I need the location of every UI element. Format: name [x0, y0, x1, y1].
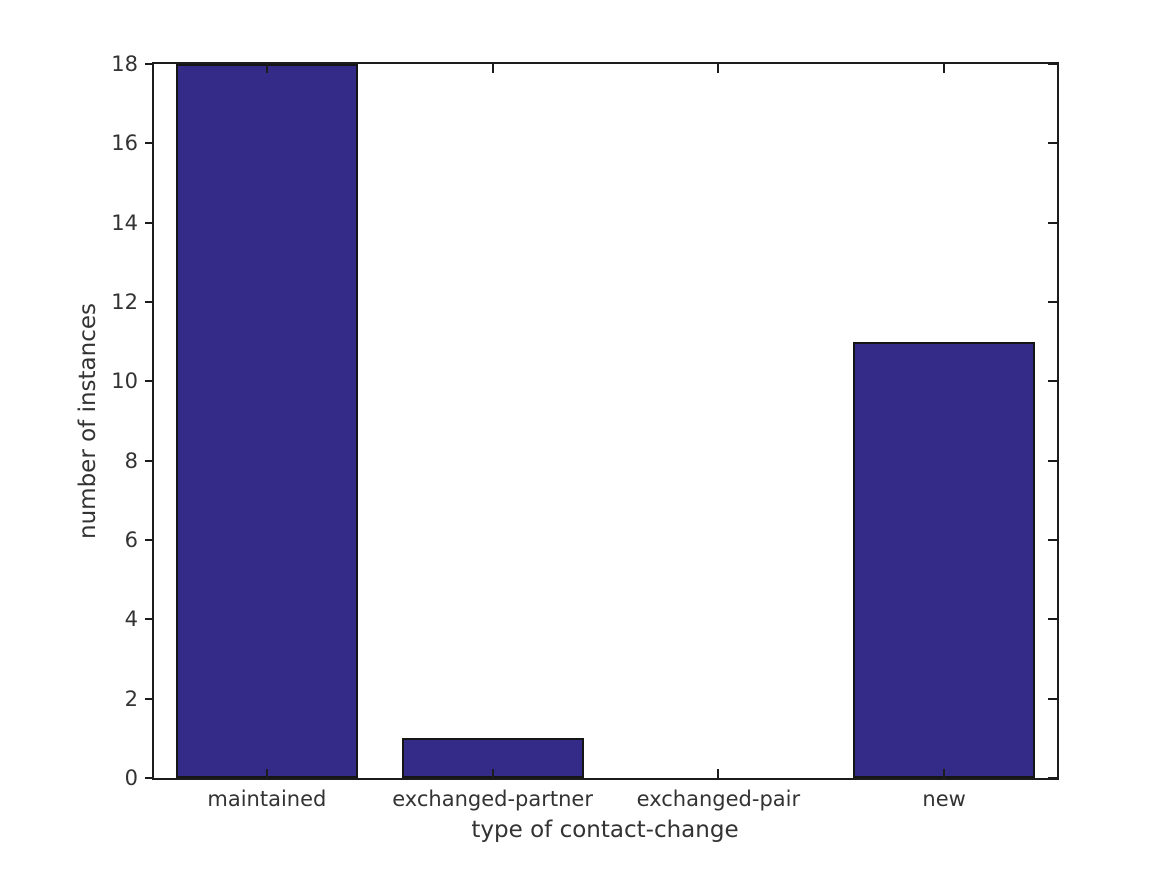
y-tick	[1048, 460, 1057, 462]
y-tick	[1048, 63, 1057, 65]
x-tick	[491, 64, 494, 73]
x-tick-label: maintained	[207, 787, 327, 811]
bar-maintained	[175, 64, 358, 778]
y-tick-label: 4	[124, 607, 138, 631]
x-tick	[943, 769, 946, 778]
y-tick	[145, 539, 154, 541]
x-tick	[717, 769, 720, 778]
y-tick	[145, 698, 154, 700]
y-tick-label: 0	[124, 766, 138, 790]
x-tick-label: new	[922, 787, 966, 811]
y-tick	[145, 142, 154, 144]
y-tick-label: 18	[111, 52, 138, 76]
y-tick	[1048, 618, 1057, 620]
y-tick	[1048, 777, 1057, 779]
y-axis-label: number of instances	[75, 303, 101, 539]
x-tick-label: exchanged-pair	[636, 787, 801, 811]
y-tick	[145, 618, 154, 620]
y-tick	[145, 301, 154, 303]
y-tick	[145, 380, 154, 382]
x-tick	[265, 64, 268, 73]
y-tick-label: 10	[111, 369, 138, 393]
y-tick	[1048, 301, 1057, 303]
y-tick-label: 12	[111, 290, 138, 314]
x-tick	[491, 769, 494, 778]
y-tick	[1048, 222, 1057, 224]
x-tick	[717, 64, 720, 73]
x-axis-label: type of contact-change	[471, 817, 739, 843]
x-tick-label: exchanged-partner	[392, 787, 593, 811]
y-tick	[1048, 142, 1057, 144]
y-tick-label: 6	[124, 528, 138, 552]
y-tick	[1048, 539, 1057, 541]
y-tick	[145, 222, 154, 224]
y-tick-label: 8	[124, 449, 138, 473]
y-tick	[1048, 698, 1057, 700]
y-tick	[145, 460, 154, 462]
y-tick-label: 16	[111, 131, 138, 155]
y-tick-label: 2	[124, 687, 138, 711]
y-tick	[1048, 380, 1057, 382]
x-tick	[265, 769, 268, 778]
x-tick	[943, 64, 946, 73]
y-tick-label: 14	[111, 211, 138, 235]
y-tick	[145, 777, 154, 779]
y-tick	[145, 63, 154, 65]
